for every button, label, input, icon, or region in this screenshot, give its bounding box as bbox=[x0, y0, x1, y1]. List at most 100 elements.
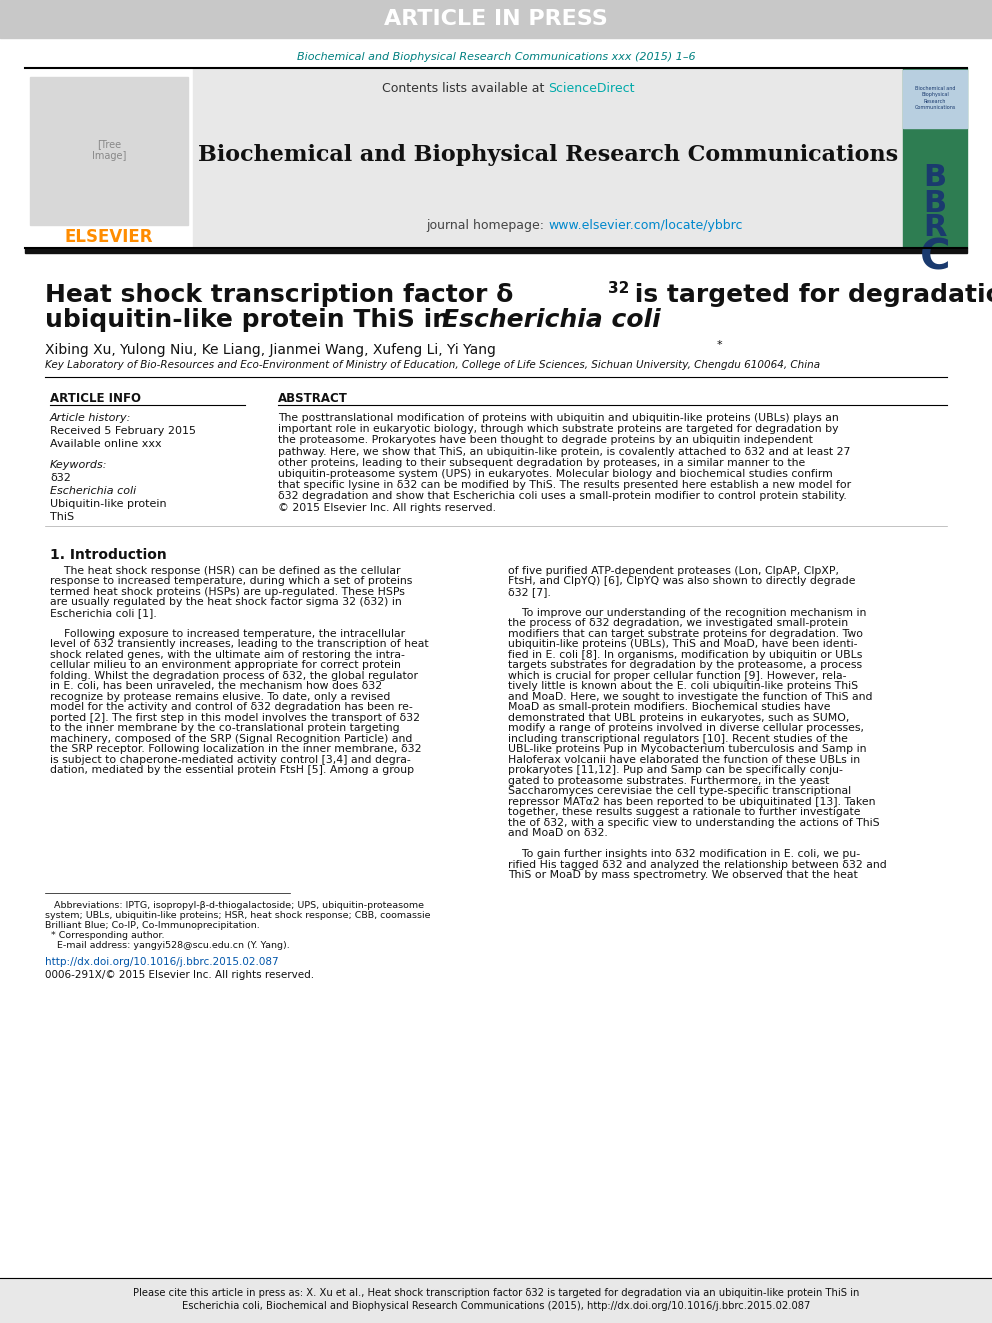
Text: ThiS: ThiS bbox=[50, 512, 74, 523]
Text: ARTICLE IN PRESS: ARTICLE IN PRESS bbox=[384, 9, 608, 29]
Text: *: * bbox=[717, 340, 722, 351]
Text: demonstrated that UBL proteins in eukaryotes, such as SUMO,: demonstrated that UBL proteins in eukary… bbox=[508, 713, 849, 722]
Text: Saccharomyces cerevisiae the cell type-specific transcriptional: Saccharomyces cerevisiae the cell type-s… bbox=[508, 786, 851, 796]
Text: gated to proteasome substrates. Furthermore, in the yeast: gated to proteasome substrates. Furtherm… bbox=[508, 775, 829, 786]
Text: UBL-like proteins Pup in Mycobacterium tuberculosis and Samp in: UBL-like proteins Pup in Mycobacterium t… bbox=[508, 745, 866, 754]
Text: Haloferax volcanii have elaborated the function of these UBLs in: Haloferax volcanii have elaborated the f… bbox=[508, 755, 860, 765]
Text: Received 5 February 2015: Received 5 February 2015 bbox=[50, 426, 196, 437]
Text: Keywords:: Keywords: bbox=[50, 460, 107, 470]
Text: E-mail address: yangyi528@scu.edu.cn (Y. Yang).: E-mail address: yangyi528@scu.edu.cn (Y.… bbox=[45, 941, 290, 950]
Text: the process of δ32 degradation, we investigated small-protein: the process of δ32 degradation, we inves… bbox=[508, 618, 848, 628]
Text: The posttranslational modification of proteins with ubiquitin and ubiquitin-like: The posttranslational modification of pr… bbox=[278, 413, 839, 423]
Text: MoaD as small-protein modifiers. Biochemical studies have: MoaD as small-protein modifiers. Biochem… bbox=[508, 703, 830, 712]
Text: level of δ32 transiently increases, leading to the transcription of heat: level of δ32 transiently increases, lead… bbox=[50, 639, 429, 650]
Text: * Corresponding author.: * Corresponding author. bbox=[45, 931, 165, 939]
Text: ABSTRACT: ABSTRACT bbox=[278, 392, 348, 405]
Bar bbox=[903, 70, 967, 128]
Text: termed heat shock proteins (HSPs) are up-regulated. These HSPs: termed heat shock proteins (HSPs) are up… bbox=[50, 587, 405, 597]
Text: Article history:: Article history: bbox=[50, 413, 131, 423]
Text: modifiers that can target substrate proteins for degradation. Two: modifiers that can target substrate prot… bbox=[508, 628, 863, 639]
Text: Available online xxx: Available online xxx bbox=[50, 439, 162, 448]
Text: the SRP receptor. Following localization in the inner membrane, δ32: the SRP receptor. Following localization… bbox=[50, 745, 422, 754]
Text: Biochemical and Biophysical Research Communications: Biochemical and Biophysical Research Com… bbox=[198, 144, 898, 165]
Text: http://dx.doi.org/10.1016/j.bbrc.2015.02.087: http://dx.doi.org/10.1016/j.bbrc.2015.02… bbox=[45, 957, 279, 967]
Text: ELSEVIER: ELSEVIER bbox=[64, 228, 153, 246]
Bar bbox=[903, 67, 967, 247]
Bar bbox=[25, 67, 967, 247]
Text: R: R bbox=[924, 213, 946, 242]
Text: recognize by protease remains elusive. To date, only a revised: recognize by protease remains elusive. T… bbox=[50, 692, 391, 701]
Text: Escherichia coli: Escherichia coli bbox=[442, 308, 661, 332]
Text: system; UBLs, ubiquitin-like proteins; HSR, heat shock response; CBB, coomassie: system; UBLs, ubiquitin-like proteins; H… bbox=[45, 910, 431, 919]
Text: Brilliant Blue; Co-IP, Co-Immunoprecipitation.: Brilliant Blue; Co-IP, Co-Immunoprecipit… bbox=[45, 921, 260, 930]
Text: rified His tagged δ32 and analyzed the relationship between δ32 and: rified His tagged δ32 and analyzed the r… bbox=[508, 860, 887, 869]
Text: and MoaD. Here, we sought to investigate the function of ThiS and: and MoaD. Here, we sought to investigate… bbox=[508, 692, 873, 701]
Text: ubiquitin-proteasome system (UPS) in eukaryotes. Molecular biology and biochemic: ubiquitin-proteasome system (UPS) in euk… bbox=[278, 468, 832, 479]
Text: δ32: δ32 bbox=[50, 474, 70, 483]
Text: pathway. Here, we show that ThiS, an ubiquitin-like protein, is covalently attac: pathway. Here, we show that ThiS, an ubi… bbox=[278, 447, 850, 456]
Text: which is crucial for proper cellular function [9]. However, rela-: which is crucial for proper cellular fun… bbox=[508, 671, 846, 681]
Text: dation, mediated by the essential protein FtsH [5]. Among a group: dation, mediated by the essential protei… bbox=[50, 765, 414, 775]
Text: cellular milieu to an environment appropriate for correct protein: cellular milieu to an environment approp… bbox=[50, 660, 401, 671]
Text: together, these results suggest a rationale to further investigate: together, these results suggest a ration… bbox=[508, 807, 860, 818]
Text: Biochemical and Biophysical Research Communications xxx (2015) 1–6: Biochemical and Biophysical Research Com… bbox=[297, 52, 695, 62]
Text: To improve our understanding of the recognition mechanism in: To improve our understanding of the reco… bbox=[508, 607, 866, 618]
Bar bbox=[30, 77, 188, 225]
Text: of five purified ATP-dependent proteases (Lon, ClpAP, ClpXP,: of five purified ATP-dependent proteases… bbox=[508, 566, 839, 576]
Text: ThiS or MoaD by mass spectrometry. We observed that the heat: ThiS or MoaD by mass spectrometry. We ob… bbox=[508, 871, 858, 880]
Text: Please cite this article in press as: X. Xu et al., Heat shock transcription fac: Please cite this article in press as: X.… bbox=[133, 1289, 859, 1298]
Text: The heat shock response (HSR) can be defined as the cellular: The heat shock response (HSR) can be def… bbox=[50, 566, 401, 576]
Text: targets substrates for degradation by the proteasome, a process: targets substrates for degradation by th… bbox=[508, 660, 862, 671]
Text: the of δ32, with a specific view to understanding the actions of ThiS: the of δ32, with a specific view to unde… bbox=[508, 818, 880, 828]
Text: model for the activity and control of δ32 degradation has been re-: model for the activity and control of δ3… bbox=[50, 703, 413, 712]
Text: Ubiquitin-like protein: Ubiquitin-like protein bbox=[50, 499, 167, 509]
Text: B: B bbox=[924, 164, 946, 193]
Text: that specific lysine in δ32 can be modified by ThiS. The results presented here : that specific lysine in δ32 can be modif… bbox=[278, 480, 851, 491]
Text: fied in E. coli [8]. In organisms, modification by ubiquitin or UBLs: fied in E. coli [8]. In organisms, modif… bbox=[508, 650, 862, 660]
Text: Contents lists available at: Contents lists available at bbox=[382, 82, 548, 94]
Text: to the inner membrane by the co-translational protein targeting: to the inner membrane by the co-translat… bbox=[50, 724, 400, 733]
Text: 0006-291X/© 2015 Elsevier Inc. All rights reserved.: 0006-291X/© 2015 Elsevier Inc. All right… bbox=[45, 970, 314, 980]
Text: Escherichia coli, Biochemical and Biophysical Research Communications (2015), ht: Escherichia coli, Biochemical and Biophy… bbox=[182, 1301, 810, 1311]
Text: is targeted for degradation via an: is targeted for degradation via an bbox=[626, 283, 992, 307]
Text: © 2015 Elsevier Inc. All rights reserved.: © 2015 Elsevier Inc. All rights reserved… bbox=[278, 503, 496, 512]
Text: C: C bbox=[920, 237, 950, 279]
Text: 1. Introduction: 1. Introduction bbox=[50, 548, 167, 562]
Text: Escherichia coli: Escherichia coli bbox=[50, 486, 136, 496]
Text: shock related genes, with the ultimate aim of restoring the intra-: shock related genes, with the ultimate a… bbox=[50, 650, 405, 660]
Text: other proteins, leading to their subsequent degradation by proteases, in a simil: other proteins, leading to their subsequ… bbox=[278, 458, 806, 468]
Text: 32: 32 bbox=[608, 280, 629, 296]
Text: ARTICLE INFO: ARTICLE INFO bbox=[50, 392, 141, 405]
Text: are usually regulated by the heat shock factor sigma 32 (δ32) in: are usually regulated by the heat shock … bbox=[50, 597, 402, 607]
Text: [Tree
Image]: [Tree Image] bbox=[92, 139, 126, 161]
Text: Following exposure to increased temperature, the intracellular: Following exposure to increased temperat… bbox=[50, 628, 405, 639]
Text: important role in eukaryotic biology, through which substrate proteins are targe: important role in eukaryotic biology, th… bbox=[278, 425, 838, 434]
Text: in E. coli, has been unraveled, the mechanism how does δ32: in E. coli, has been unraveled, the mech… bbox=[50, 681, 382, 692]
Text: tively little is known about the E. coli ubiquitin-like proteins ThiS: tively little is known about the E. coli… bbox=[508, 681, 858, 692]
Text: www.elsevier.com/locate/ybbrc: www.elsevier.com/locate/ybbrc bbox=[548, 218, 742, 232]
Text: FtsH, and ClpYQ) [6], ClpYQ was also shown to directly degrade: FtsH, and ClpYQ) [6], ClpYQ was also sho… bbox=[508, 577, 855, 586]
Text: δ32 [7].: δ32 [7]. bbox=[508, 587, 551, 597]
Text: Abbreviations: IPTG, isopropyl-β-d-thiogalactoside; UPS, ubiquitin-proteasome: Abbreviations: IPTG, isopropyl-β-d-thiog… bbox=[45, 901, 424, 910]
Text: including transcriptional regulators [10]. Recent studies of the: including transcriptional regulators [10… bbox=[508, 734, 848, 744]
Text: modify a range of proteins involved in diverse cellular processes,: modify a range of proteins involved in d… bbox=[508, 724, 864, 733]
Text: Key Laboratory of Bio-Resources and Eco-Environment of Ministry of Education, Co: Key Laboratory of Bio-Resources and Eco-… bbox=[45, 360, 820, 370]
Text: the proteasome. Prokaryotes have been thought to degrade proteins by an ubiquiti: the proteasome. Prokaryotes have been th… bbox=[278, 435, 812, 446]
Text: B: B bbox=[924, 188, 946, 217]
Text: Biochemical and
Biophysical
Research
Communications: Biochemical and Biophysical Research Com… bbox=[915, 86, 955, 110]
Text: prokaryotes [11,12]. Pup and Samp can be specifically conju-: prokaryotes [11,12]. Pup and Samp can be… bbox=[508, 765, 843, 775]
Text: Heat shock transcription factor δ: Heat shock transcription factor δ bbox=[45, 283, 514, 307]
Text: Xibing Xu, Yulong Niu, Ke Liang, Jianmei Wang, Xufeng Li, Yi Yang: Xibing Xu, Yulong Niu, Ke Liang, Jianmei… bbox=[45, 343, 496, 357]
Text: journal homepage:: journal homepage: bbox=[426, 218, 548, 232]
Text: ubiquitin-like protein ThiS in: ubiquitin-like protein ThiS in bbox=[45, 308, 459, 332]
Text: ubiquitin-like proteins (UBLs), ThiS and MoaD, have been identi-: ubiquitin-like proteins (UBLs), ThiS and… bbox=[508, 639, 857, 650]
Bar bbox=[25, 247, 967, 253]
Text: and MoaD on δ32.: and MoaD on δ32. bbox=[508, 828, 608, 839]
Text: response to increased temperature, during which a set of proteins: response to increased temperature, durin… bbox=[50, 577, 413, 586]
Text: is subject to chaperone-mediated activity control [3,4] and degra-: is subject to chaperone-mediated activit… bbox=[50, 755, 411, 765]
Text: Escherichia coli [1].: Escherichia coli [1]. bbox=[50, 607, 157, 618]
Bar bbox=[0, 1278, 992, 1323]
Text: To gain further insights into δ32 modification in E. coli, we pu-: To gain further insights into δ32 modifi… bbox=[508, 849, 860, 860]
Text: ported [2]. The first step in this model involves the transport of δ32: ported [2]. The first step in this model… bbox=[50, 713, 420, 722]
Text: machinery, composed of the SRP (Signal Recognition Particle) and: machinery, composed of the SRP (Signal R… bbox=[50, 734, 413, 744]
